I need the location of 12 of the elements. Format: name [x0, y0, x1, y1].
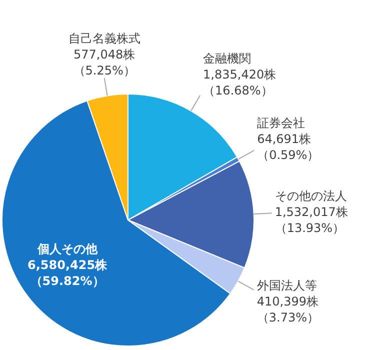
data-label: 577,048株（5.25%）	[73, 47, 136, 78]
data-label: 410,399株（3.73%）	[256, 294, 320, 325]
slice-label: 金融機関	[203, 52, 252, 66]
data-label: 6,580,425株（59.82%）	[28, 258, 108, 288]
data-label: 64,691株（0.59%）	[257, 132, 320, 162]
slice-label: 証券会社	[257, 116, 306, 130]
slice-label: 自己名義株式	[68, 31, 140, 46]
slice-label: その他の法人	[274, 188, 347, 203]
data-label: 1,835,420株（16.68%）	[203, 68, 276, 98]
slice-label: 外国法人等	[256, 278, 317, 293]
slice-label: 個人その他	[36, 242, 98, 256]
data-label: 1,532,017株（13.93%）	[274, 204, 348, 235]
